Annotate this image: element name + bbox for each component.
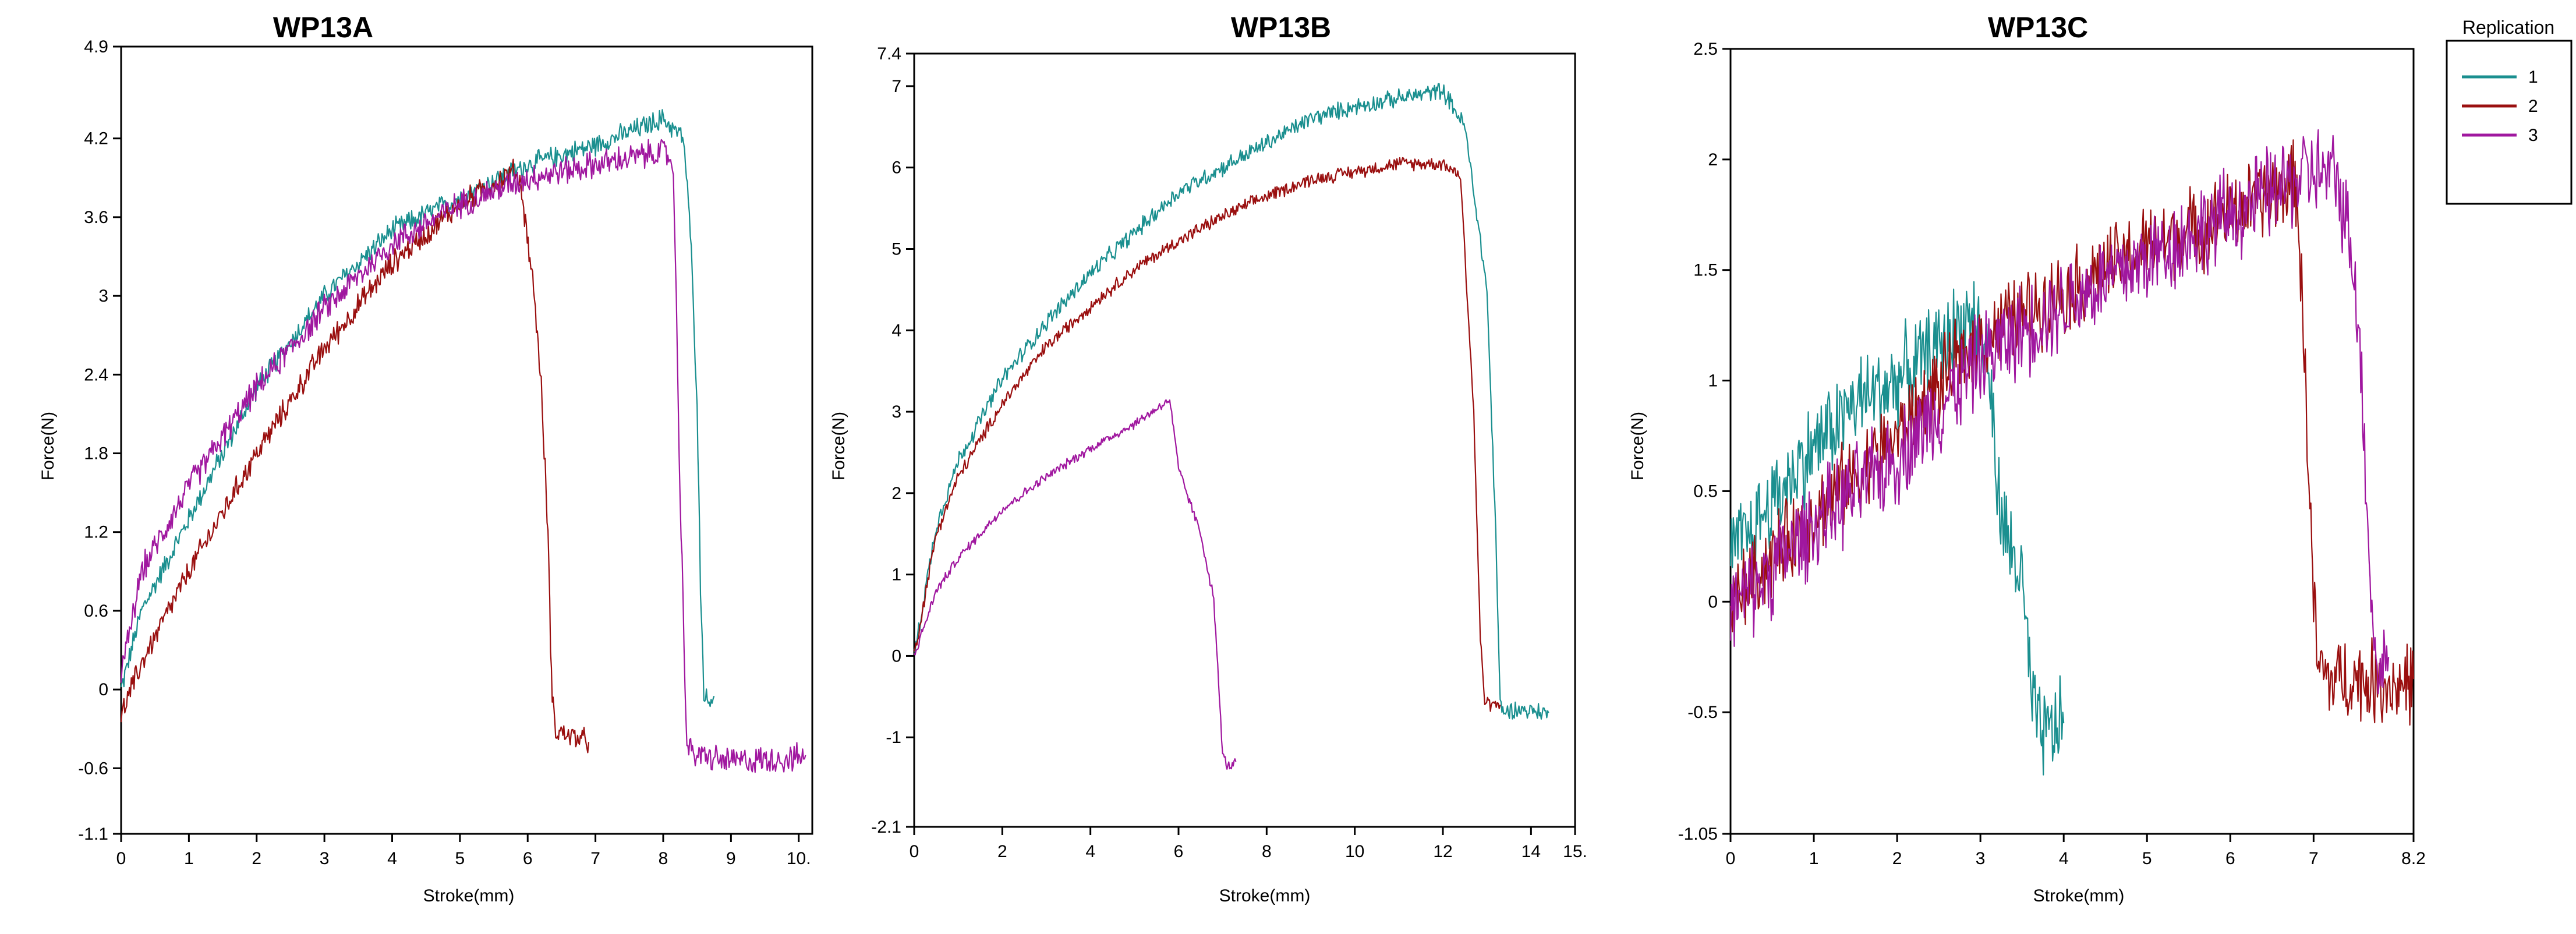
x-tick-label-wp13a: 6 — [523, 849, 533, 868]
y-tick-label-wp13a: 3.6 — [84, 208, 108, 227]
y-axis-label-wp13c: Force(N) — [1628, 412, 1647, 480]
plot-frame-wp13b — [913, 52, 1576, 828]
x-tick-label-wp13a: 5 — [455, 849, 465, 868]
x-tick-label-wp13a: 8 — [659, 849, 668, 868]
y-axis-label-wp13a: Force(N) — [38, 412, 58, 480]
x-tick-label-wp13c: 0 — [1726, 849, 1736, 868]
y-tick-label-wp13b: 3 — [891, 402, 901, 422]
y-tick-label-wp13c: 2.5 — [1693, 40, 1718, 59]
y-tick-label-wp13a: -1.1 — [78, 825, 108, 844]
y-tick-label-wp13a: 3 — [98, 286, 108, 306]
panel-title-wp13c: WP13C — [1988, 11, 2088, 44]
y-tick-label-wp13a: 4.9 — [84, 37, 108, 56]
y-tick-label-wp13b: 1 — [891, 565, 901, 585]
series-line-wp13b-rep1 — [913, 83, 1549, 720]
x-tick-label-wp13a: 0 — [116, 849, 126, 868]
x-tick-label-wp13b: 15. — [1563, 842, 1587, 861]
y-tick-label-wp13a: 0 — [98, 680, 108, 699]
y-tick-label-wp13a: 0.6 — [84, 602, 108, 621]
y-tick-label-wp13c: -1.05 — [1678, 825, 1718, 844]
series-line-wp13a-rep3 — [120, 139, 806, 773]
legend-entry-1: 1 — [2462, 68, 2538, 87]
x-tick-label-wp13c: 4 — [2059, 849, 2069, 868]
y-tick-label-wp13c: -0.5 — [1687, 703, 1718, 722]
legend-title: Replication — [2462, 17, 2554, 38]
legend: Replication 1 2 3 — [2446, 17, 2573, 205]
x-axis-label-wp13c: Stroke(mm) — [2033, 886, 2125, 905]
y-tick-label-wp13c: 1 — [1708, 372, 1718, 391]
y-tick-label-wp13b: 2 — [891, 484, 901, 503]
x-tick-label-wp13a: 7 — [590, 849, 600, 868]
x-tick-label-wp13b: 12 — [1433, 842, 1452, 861]
plot-frame-wp13a — [120, 45, 813, 835]
y-tick-label-wp13b: 7.4 — [877, 44, 901, 63]
x-axis-label-wp13a: Stroke(mm) — [423, 886, 515, 905]
y-tick-label-wp13b: 6 — [891, 158, 901, 178]
x-axis-label-wp13b: Stroke(mm) — [1219, 886, 1311, 905]
series-line-wp13b-rep2 — [913, 157, 1501, 712]
y-tick-label-wp13a: 1.8 — [84, 444, 108, 464]
y-tick-label-wp13c: 2 — [1708, 150, 1718, 169]
legend-entry-3: 3 — [2462, 126, 2538, 145]
y-tick-label-wp13a: 4.2 — [84, 129, 108, 148]
x-tick-label-wp13a: 2 — [252, 849, 261, 868]
y-tick-label-wp13c: 1.5 — [1693, 261, 1718, 280]
x-tick-label-wp13b: 10 — [1345, 842, 1364, 861]
x-tick-label-wp13a: 1 — [184, 849, 194, 868]
panel-wp13a: 0 1 2 3 4 5 6 7 8 9 10. -1.1 -0.6 0 0.6 1.2 1.8 2.4 3 3.6 4.… — [38, 11, 813, 905]
legend-box — [2446, 40, 2573, 205]
x-tick-label-wp13b: 6 — [1174, 842, 1184, 861]
panel-title-wp13b: WP13B — [1231, 11, 1331, 44]
y-tick-label-wp13a: -0.6 — [78, 759, 108, 778]
y-tick-label-wp13b: 7 — [891, 77, 901, 96]
y-tick-label-wp13b: 5 — [891, 239, 901, 259]
x-tick-label-wp13c: 5 — [2142, 849, 2152, 868]
x-tick-label-wp13c: 3 — [1976, 849, 1986, 868]
series-line-wp13b-rep3 — [914, 399, 1237, 770]
y-tick-label-wp13b: -2.1 — [871, 818, 901, 837]
y-axis-label-wp13b: Force(N) — [829, 412, 848, 480]
y-tick-label-wp13b: 0 — [891, 646, 901, 666]
x-tick-label-wp13c: 8.2 — [2401, 849, 2426, 868]
x-tick-label-wp13c: 2 — [1892, 849, 1902, 868]
x-tick-label-wp13a: 9 — [726, 849, 736, 868]
x-tick-label-wp13c: 7 — [2309, 849, 2319, 868]
x-tick-label-wp13b: 8 — [1262, 842, 1272, 861]
y-tick-label-wp13a: 2.4 — [84, 365, 108, 384]
panel-title-wp13a: WP13A — [273, 11, 373, 44]
x-tick-label-wp13b: 2 — [997, 842, 1007, 861]
series-line-wp13a-rep2 — [120, 158, 590, 753]
y-tick-label-wp13a: 1.2 — [84, 523, 108, 542]
plot-frame-wp13c — [1729, 48, 2415, 835]
series-line-wp13c-rep1 — [1729, 281, 2065, 776]
legend-label-1: 1 — [2528, 68, 2538, 87]
x-tick-label-wp13c: 1 — [1809, 849, 1819, 868]
x-tick-label-wp13b: 14 — [1521, 842, 1541, 861]
x-tick-label-wp13a: 4 — [387, 849, 397, 868]
panel-wp13c: 0 1 2 3 4 5 6 7 8.2 -1.05 -0.5 0 0.5 1 1.5 2 2.5 WP13C Str… — [1628, 11, 2426, 905]
legend-label-3: 3 — [2528, 126, 2538, 145]
series-line-wp13a-rep1 — [120, 109, 715, 707]
x-tick-label-wp13b: 0 — [910, 842, 919, 861]
y-tick-label-wp13b: -1 — [886, 728, 901, 747]
y-tick-label-wp13b: 4 — [891, 321, 901, 340]
x-tick-label-wp13b: 4 — [1085, 842, 1095, 861]
x-tick-label-wp13a: 3 — [320, 849, 330, 868]
x-tick-label-wp13a: 10. — [787, 849, 811, 868]
panel-wp13b: 0 2 4 6 8 10 12 14 15.-2.1-1012345677.4WP13BStro… — [829, 11, 1587, 905]
legend-label-2: 2 — [2528, 97, 2538, 116]
y-tick-label-wp13c: 0 — [1708, 592, 1718, 611]
y-tick-label-wp13c: 0.5 — [1693, 482, 1718, 501]
x-tick-label-wp13c: 6 — [2225, 849, 2235, 868]
legend-entry-2: 2 — [2462, 97, 2538, 116]
series-line-wp13c-rep3 — [1729, 129, 2390, 695]
